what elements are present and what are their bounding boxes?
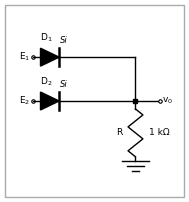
Text: E$_2$: E$_2$	[19, 95, 30, 107]
Text: D$_2$: D$_2$	[40, 76, 52, 88]
Polygon shape	[40, 92, 59, 110]
Polygon shape	[40, 48, 59, 66]
Text: v$_0$: v$_0$	[162, 96, 173, 106]
Text: 1 kΩ: 1 kΩ	[149, 128, 169, 137]
Text: D$_1$: D$_1$	[40, 32, 52, 44]
Text: E$_1$: E$_1$	[19, 51, 30, 63]
Text: Si: Si	[60, 36, 68, 45]
FancyBboxPatch shape	[5, 5, 184, 197]
Text: R: R	[116, 128, 122, 137]
Text: Si: Si	[60, 80, 68, 89]
